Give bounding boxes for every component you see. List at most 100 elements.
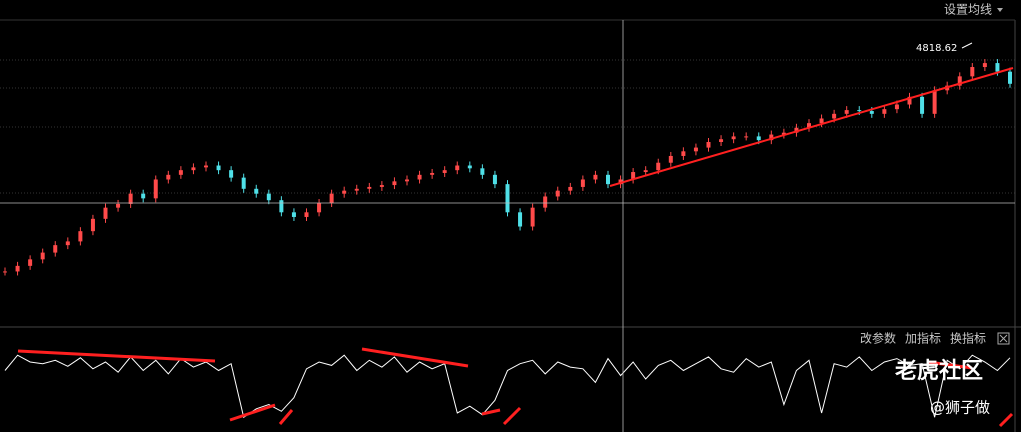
candle: [907, 96, 912, 105]
candle: [367, 186, 372, 189]
candle: [807, 123, 811, 128]
indicator-button[interactable]: 换指标: [950, 331, 986, 346]
candle: [304, 212, 309, 217]
candle: [191, 167, 196, 171]
trend-line: [609, 67, 1014, 187]
trend-line: [278, 409, 294, 425]
candle: [970, 67, 975, 77]
candle: [166, 174, 171, 180]
candle: [392, 181, 397, 186]
candle: [681, 151, 686, 156]
candle: [706, 142, 711, 148]
candle: [869, 111, 874, 114]
candle: [606, 174, 610, 185]
candle: [756, 136, 761, 141]
candle: [982, 63, 987, 68]
candle: [744, 136, 749, 138]
candle: [291, 212, 296, 217]
candle: [857, 110, 862, 112]
candle: [216, 165, 221, 171]
candle: [618, 179, 623, 185]
candle: [543, 196, 548, 208]
candle: [229, 170, 234, 178]
candle: [342, 190, 347, 194]
candle: [668, 155, 673, 163]
trend-line: [481, 408, 501, 416]
candle: [882, 109, 887, 114]
candle: [693, 147, 698, 152]
candle: [103, 207, 108, 219]
candle: [329, 193, 334, 203]
candle: [844, 110, 849, 114]
candle: [957, 76, 962, 86]
close-icon[interactable]: [999, 334, 1008, 343]
ma-button[interactable]: 设置均线: [944, 3, 992, 17]
candle: [492, 174, 497, 185]
candle: [530, 207, 535, 227]
candle: [555, 190, 560, 197]
trend-line: [229, 403, 276, 422]
candle: [442, 170, 447, 173]
candle: [28, 259, 33, 266]
trend-line: [502, 406, 522, 426]
candle: [1008, 71, 1012, 84]
trend-line: [998, 412, 1014, 428]
candle: [254, 188, 259, 194]
candle: [580, 179, 585, 187]
candle: [3, 271, 7, 273]
candle: [40, 252, 45, 260]
oscillator-line: [4, 354, 1011, 419]
candle: [317, 203, 322, 213]
candle: [53, 245, 58, 253]
candle: [480, 168, 485, 175]
candle: [15, 265, 20, 272]
high-label: 4818.62: [916, 43, 957, 54]
candle: [995, 63, 1000, 72]
candle: [417, 174, 422, 180]
candle: [65, 241, 70, 246]
candle: [643, 170, 648, 173]
candle: [568, 186, 573, 191]
close-button[interactable]: [997, 332, 1010, 345]
candle: [204, 165, 208, 168]
candle: [593, 174, 598, 180]
candle: [266, 193, 271, 201]
indicator-button[interactable]: 加指标: [905, 331, 941, 346]
candle: [279, 200, 284, 213]
candle: [455, 165, 460, 171]
candle: [819, 118, 824, 124]
watermark-brand: 老虎社区: [894, 358, 983, 384]
candle: [781, 132, 786, 135]
candle: [405, 179, 409, 182]
trend-line: [361, 347, 469, 368]
candle: [932, 90, 937, 114]
candle: [379, 185, 384, 187]
candle: [128, 193, 133, 204]
candle: [769, 134, 774, 141]
candle: [354, 188, 359, 191]
candle: [794, 127, 799, 133]
candle: [116, 203, 121, 208]
candle: [241, 177, 246, 189]
marks: [3, 59, 1012, 419]
trend-line: [17, 349, 216, 363]
indicator-button[interactable]: 改参数: [860, 331, 896, 346]
candle: [518, 212, 523, 227]
candle: [505, 184, 510, 213]
high-pointer: [961, 42, 973, 49]
candle: [719, 139, 724, 142]
candle: [832, 113, 837, 119]
trend-line: [927, 360, 973, 370]
candle: [467, 165, 472, 169]
dropdown-arrow[interactable]: [997, 8, 1003, 12]
candle: [631, 172, 636, 180]
candle: [78, 231, 83, 242]
candle: [90, 218, 95, 232]
candle: [920, 96, 925, 114]
candle: [656, 162, 661, 171]
candle: [153, 179, 158, 199]
watermark-author: @狮子做: [930, 399, 990, 417]
candle: [178, 170, 183, 175]
